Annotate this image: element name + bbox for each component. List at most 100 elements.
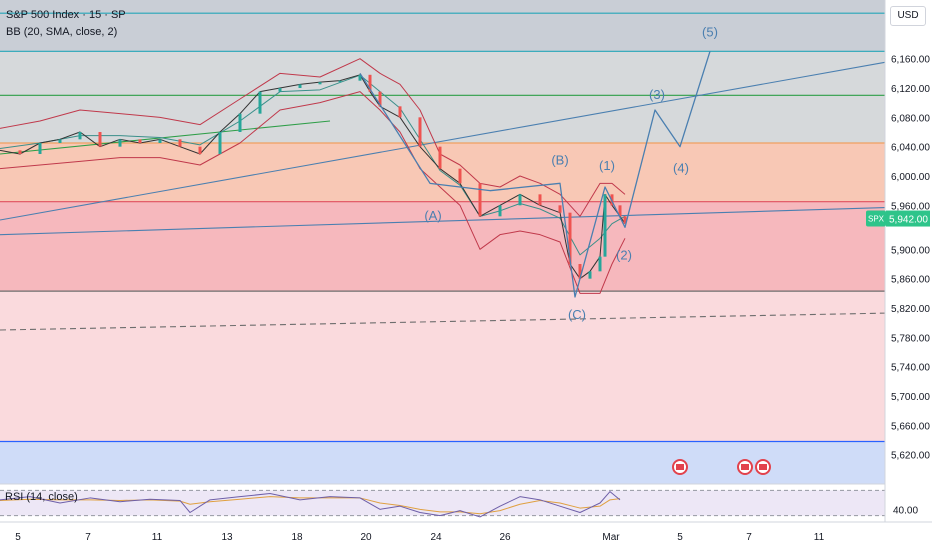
candle (598, 256, 602, 272)
wave-label[interactable]: (B) (551, 152, 568, 167)
wave-line (359, 51, 711, 298)
time-tick-label: 5 (677, 532, 683, 543)
current-price-label: 5,942.00 (889, 215, 928, 226)
price-axis-bg (885, 0, 932, 550)
current-price-badge[interactable] (886, 210, 930, 227)
price-tick-label: 6,000.00 (891, 172, 930, 183)
candle (218, 132, 222, 154)
trendline-1[interactable] (0, 206, 886, 236)
candle (568, 212, 572, 264)
wave-labels: (A) (B) (C) (1) (2) (3) (4) (5) (424, 25, 718, 322)
zone-0 (0, 0, 885, 52)
candle (78, 132, 82, 140)
elliott-wave-path (359, 51, 711, 298)
candle (438, 146, 442, 169)
candle (578, 264, 582, 279)
time-tick-label: Mar (602, 532, 620, 543)
price-tick-label: 5,860.00 (891, 275, 930, 286)
event-flag-icon (676, 464, 684, 470)
candle (398, 106, 402, 118)
price-zones (0, 0, 885, 484)
candle (298, 84, 302, 88)
time-tick-label: 5 (15, 532, 21, 543)
price-tick-label: 6,120.00 (891, 84, 930, 95)
wave-label[interactable]: (4) (673, 160, 689, 175)
time-tick-label: 7 (85, 532, 91, 543)
indicator-title[interactable]: BB (20, SMA, close, 2) (6, 26, 118, 38)
price-tick-label: 5,960.00 (891, 201, 930, 212)
price-line (0, 74, 626, 280)
trendline-2[interactable] (0, 120, 331, 155)
rsi-title[interactable]: RSI (14, close) (5, 491, 78, 503)
rsi-pane (0, 483, 885, 522)
price-tick-label: 5,700.00 (891, 392, 930, 403)
candle (538, 194, 542, 206)
candle (518, 194, 522, 206)
candle (368, 74, 372, 92)
symbol-title[interactable]: S&P 500 Index · 15 · SP (6, 9, 126, 21)
candle (588, 271, 592, 279)
trendline-3[interactable] (0, 312, 886, 331)
trendline-0[interactable] (0, 61, 886, 221)
candle (158, 139, 162, 143)
time-tick-label: 26 (499, 532, 511, 543)
candle (458, 168, 462, 184)
horizontal-levels (0, 12, 885, 443)
candle (558, 205, 562, 213)
candle (278, 88, 282, 92)
candle (238, 113, 242, 132)
time-tick-label: 20 (360, 532, 372, 543)
time-axis-bg (0, 522, 932, 550)
candle (258, 91, 262, 114)
price-tick-label: 5,900.00 (891, 245, 930, 256)
price-tick-label: 6,160.00 (891, 55, 930, 66)
price-tick-label: 6,040.00 (891, 143, 930, 154)
price-tick-label: 6,080.00 (891, 113, 930, 124)
candle (198, 146, 202, 154)
candle (338, 80, 342, 83)
wave-label[interactable]: (A) (424, 208, 441, 223)
zone-1 (0, 51, 885, 144)
zone-5 (0, 441, 885, 484)
time-tick-label: 11 (814, 532, 825, 543)
time-axis[interactable]: 5 7 11 13 18 20 24 26 Mar 5 7 11 (0, 521, 932, 550)
price-tick-label: 5,780.00 (891, 333, 930, 344)
candle (603, 194, 607, 257)
wave-label[interactable]: (1) (599, 158, 615, 173)
time-tick-label: 11 (152, 532, 163, 543)
trendlines (0, 61, 886, 331)
time-tick-label: 18 (291, 532, 303, 543)
candle (358, 74, 362, 81)
current-price-tag[interactable] (866, 210, 886, 227)
zone-3 (0, 201, 885, 292)
price-axis[interactable]: 6,160.00 6,120.00 6,080.00 6,040.00 6,000.00… (866, 0, 932, 550)
rsi-tick-label: 40.00 (893, 505, 918, 516)
bb-lower-line (0, 91, 626, 294)
time-tick-label: 24 (430, 532, 442, 543)
candle (478, 183, 482, 217)
candle (98, 132, 102, 147)
candle (618, 205, 622, 217)
candle (138, 139, 142, 143)
candle (38, 143, 42, 154)
rsi-line (0, 491, 621, 518)
price-tick-label: 5,620.00 (891, 451, 930, 462)
candle (318, 82, 322, 85)
event-badges[interactable] (672, 459, 771, 475)
candle (378, 91, 382, 107)
event-flag-icon (741, 464, 749, 470)
event-flag-icon (759, 464, 767, 470)
candle (498, 205, 502, 217)
candle (18, 150, 22, 154)
price-tick-label: 5,740.00 (891, 363, 930, 374)
wave-label[interactable]: (2) (616, 248, 632, 263)
bb-upper-line (0, 58, 626, 217)
price-tick-label: 5,820.00 (891, 304, 930, 315)
currency-button[interactable]: USD (890, 6, 926, 26)
wave-label[interactable]: (C) (568, 307, 586, 322)
wave-label[interactable]: (3) (649, 87, 665, 102)
time-tick-label: 13 (221, 532, 233, 543)
candle (178, 139, 182, 147)
wave-label[interactable]: (5) (702, 25, 718, 40)
